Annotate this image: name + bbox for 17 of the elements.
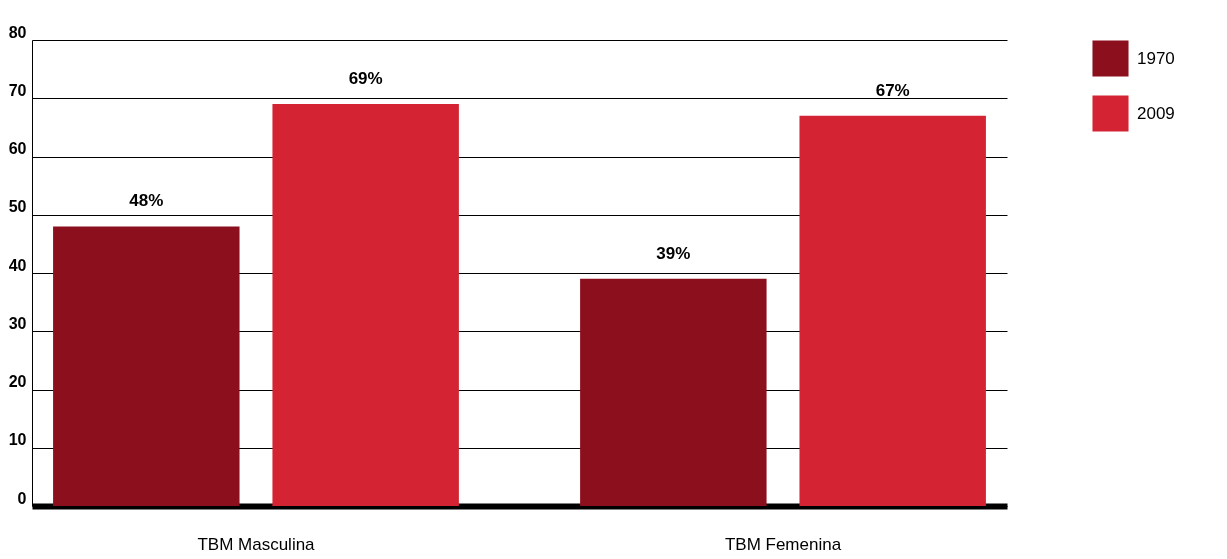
y-tick-label: 40 — [8, 256, 27, 274]
y-tick-label: 70 — [8, 81, 27, 99]
legend-label: 1970 — [1137, 48, 1175, 68]
x-tick-label: TBM Masculina — [197, 534, 316, 554]
y-tick-label: 80 — [8, 23, 27, 41]
data-label: 67% — [875, 80, 910, 100]
data-label: 69% — [348, 69, 383, 89]
data-label: 48% — [129, 191, 164, 211]
legend-label: 2009 — [1137, 103, 1175, 123]
y-tick-label: 60 — [8, 140, 27, 157]
x-tick-label: TBM Femenina — [724, 534, 842, 554]
y-tick-label: 20 — [8, 373, 27, 390]
y-tick-label: 50 — [8, 198, 27, 216]
y-tick-label: 10 — [8, 431, 27, 449]
y-tick-label: 0 — [17, 489, 27, 507]
y-tick-label: 30 — [8, 314, 27, 332]
data-label: 39% — [656, 243, 691, 263]
